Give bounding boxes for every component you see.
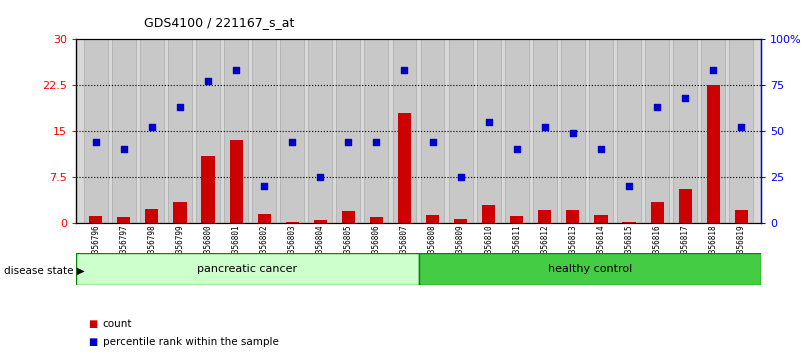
Point <box>566 130 579 136</box>
Bar <box>76 253 418 285</box>
Bar <box>84 39 107 223</box>
Bar <box>280 39 304 223</box>
Bar <box>561 39 585 223</box>
Point <box>90 139 103 145</box>
Point <box>426 139 439 145</box>
Bar <box>196 39 220 223</box>
Bar <box>418 253 761 285</box>
Bar <box>617 39 641 223</box>
Point <box>314 174 327 180</box>
Bar <box>673 39 697 223</box>
Point <box>174 104 187 110</box>
Point <box>594 147 607 152</box>
Bar <box>735 210 748 223</box>
Bar <box>650 201 664 223</box>
Bar <box>140 39 164 223</box>
Text: ■: ■ <box>88 337 98 347</box>
Bar <box>510 216 523 223</box>
Bar <box>336 39 360 223</box>
Bar <box>112 39 135 223</box>
Bar <box>145 209 159 223</box>
Point <box>706 67 719 73</box>
Bar <box>258 214 271 223</box>
Text: ■: ■ <box>88 319 98 329</box>
Bar <box>589 39 613 223</box>
Bar <box>622 222 635 223</box>
Bar <box>454 219 467 223</box>
Point <box>258 183 271 189</box>
Bar <box>566 210 579 223</box>
Bar <box>342 211 355 223</box>
Point <box>286 139 299 145</box>
Bar <box>308 39 332 223</box>
Text: disease state ▶: disease state ▶ <box>4 266 85 276</box>
Bar <box>252 39 276 223</box>
Text: healthy control: healthy control <box>548 264 632 274</box>
Bar <box>173 201 187 223</box>
Point <box>398 67 411 73</box>
Text: count: count <box>103 319 132 329</box>
Bar <box>202 155 215 223</box>
Bar <box>730 39 753 223</box>
Bar <box>449 39 473 223</box>
Bar <box>645 39 669 223</box>
Point <box>622 183 635 189</box>
Bar <box>314 220 327 223</box>
Bar <box>533 39 557 223</box>
Bar <box>117 217 131 223</box>
Bar <box>224 39 248 223</box>
Bar <box>482 205 495 223</box>
Bar <box>594 215 607 223</box>
Bar <box>89 216 103 223</box>
Point <box>118 147 131 152</box>
Point <box>482 119 495 125</box>
Bar <box>286 222 299 223</box>
Point <box>650 104 663 110</box>
Bar <box>230 140 243 223</box>
Bar <box>370 217 383 223</box>
Point <box>342 139 355 145</box>
Bar <box>168 39 192 223</box>
Bar <box>702 39 725 223</box>
Text: percentile rank within the sample: percentile rank within the sample <box>103 337 279 347</box>
Point <box>454 174 467 180</box>
Bar <box>398 113 411 223</box>
Point <box>146 125 159 130</box>
Point <box>538 125 551 130</box>
Bar <box>538 210 551 223</box>
Point <box>735 125 747 130</box>
Text: pancreatic cancer: pancreatic cancer <box>197 264 297 274</box>
Point <box>202 79 215 84</box>
Bar <box>678 189 692 223</box>
Bar <box>364 39 388 223</box>
Bar <box>505 39 529 223</box>
Bar <box>426 215 439 223</box>
Bar <box>706 85 720 223</box>
Point <box>230 67 243 73</box>
Point <box>510 147 523 152</box>
Bar <box>392 39 417 223</box>
Text: GDS4100 / 221167_s_at: GDS4100 / 221167_s_at <box>144 16 295 29</box>
Bar <box>477 39 501 223</box>
Point <box>678 95 691 101</box>
Point <box>370 139 383 145</box>
Bar <box>421 39 445 223</box>
